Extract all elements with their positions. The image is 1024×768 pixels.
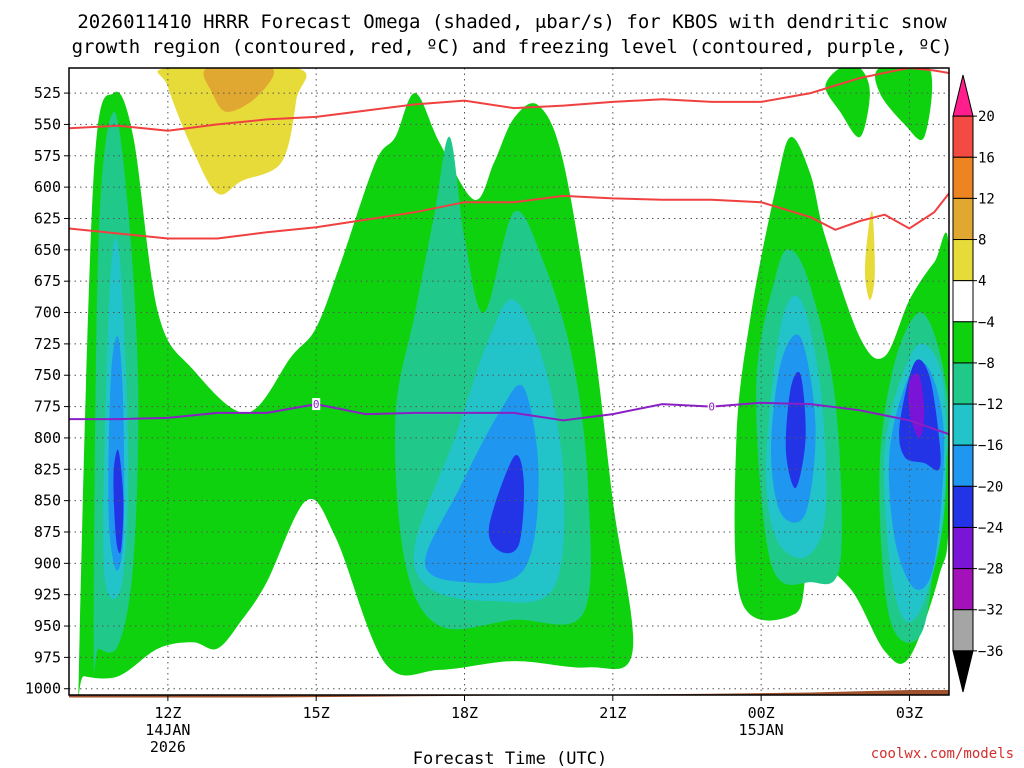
omega-region-p4-22 bbox=[864, 211, 875, 300]
y-tick-label-775: 775 bbox=[34, 398, 61, 416]
colorbar-segment-9 bbox=[952, 444, 974, 487]
colorbar-label-7: −12 bbox=[978, 397, 1003, 413]
omega-region-m4-3 bbox=[875, 68, 933, 141]
y-tick-label-525: 525 bbox=[34, 84, 61, 102]
grid-lines bbox=[69, 68, 949, 695]
colorbar-segment-2 bbox=[952, 156, 974, 199]
x-axis-label: Forecast Time (UTC) bbox=[413, 749, 607, 768]
colorbar: 20 16 12 8 4 −4 −8 −12 −16 −20 −24 −28 −32 −36 bbox=[952, 74, 1003, 693]
y-tick-label-675: 675 bbox=[34, 272, 61, 290]
x-tick-date-12Z: 14JAN bbox=[145, 721, 190, 739]
colorbar-segment-11 bbox=[952, 526, 974, 570]
y-tick-label-700: 700 bbox=[34, 304, 61, 322]
y-tick-label-825: 825 bbox=[34, 460, 61, 478]
x-tick-year-12Z: 2026 bbox=[150, 738, 186, 756]
x-tick-date-00Z: 15JAN bbox=[739, 721, 784, 739]
x-tick-label-12Z: 12Z bbox=[154, 704, 181, 722]
colorbar-segment-3 bbox=[952, 197, 974, 241]
colorbar-segment-13 bbox=[952, 609, 974, 652]
y-tick-label-650: 650 bbox=[34, 241, 61, 259]
contour-line-2 bbox=[69, 68, 949, 132]
colorbar-label-12: −32 bbox=[978, 603, 1003, 619]
colorbar-label-11: −28 bbox=[978, 562, 1003, 578]
colorbar-label-5: −4 bbox=[978, 315, 995, 331]
y-tick-label-1000: 1000 bbox=[25, 680, 61, 698]
y-tick-label-975: 975 bbox=[34, 648, 61, 666]
colorbar-label-9: −20 bbox=[978, 479, 1003, 495]
y-tick-label-750: 750 bbox=[34, 366, 61, 384]
y-tick-label-625: 625 bbox=[34, 209, 61, 227]
colorbar-label-13: −36 bbox=[978, 644, 1003, 660]
colorbar-top-arrow bbox=[952, 74, 974, 117]
colorbar-label-10: −24 bbox=[978, 520, 1003, 536]
colorbar-segment-10 bbox=[952, 485, 974, 528]
omega-region-m20-17 bbox=[488, 455, 525, 554]
y-tick-label-925: 925 bbox=[34, 586, 61, 604]
colorbar-segment-7 bbox=[952, 362, 974, 405]
y-tick-label-875: 875 bbox=[34, 523, 61, 541]
y-tick-label-725: 725 bbox=[34, 335, 61, 353]
x-tick-label-18Z: 18Z bbox=[451, 704, 478, 722]
contour-line-1 bbox=[69, 192, 949, 240]
y-tick-label-800: 800 bbox=[34, 429, 61, 447]
colorbar-label-2: 12 bbox=[978, 191, 995, 207]
y-axis-pressure: 525 550 575 600 625 650 675 700 725 750 775 800 825 8… bbox=[25, 84, 69, 698]
y-tick-label-550: 550 bbox=[34, 115, 61, 133]
freezing-label-bg-1 bbox=[707, 400, 716, 413]
colorbar-label-8: −16 bbox=[978, 438, 1003, 454]
chart-title-line-1: 2026011410 HRRR Forecast Omega (shaded, … bbox=[77, 11, 947, 33]
y-tick-label-600: 600 bbox=[34, 178, 61, 196]
x-tick-label-00Z: 00Z bbox=[748, 704, 775, 722]
y-tick-label-850: 850 bbox=[34, 492, 61, 510]
plot-frame bbox=[68, 67, 950, 696]
chart-title-line-2: growth region (contoured, red, ºC) and f… bbox=[72, 36, 953, 58]
x-tick-label-03Z: 03Z bbox=[896, 704, 923, 722]
y-tick-label-900: 900 bbox=[34, 554, 61, 572]
colorbar-segment-1 bbox=[952, 115, 974, 158]
freezing-label-0: 0 bbox=[313, 398, 320, 411]
x-tick-label-21Z: 21Z bbox=[599, 704, 626, 722]
x-tick-label-15Z: 15Z bbox=[303, 704, 330, 722]
colorbar-segment-6 bbox=[952, 321, 974, 364]
colorbar-label-3: 8 bbox=[978, 233, 986, 249]
omega-region-p8-23 bbox=[203, 68, 274, 112]
colorbar-bottom-arrow bbox=[952, 650, 974, 693]
colorbar-segment-4 bbox=[952, 239, 974, 282]
credit-link[interactable]: coolwx.com/models bbox=[871, 746, 1014, 762]
colorbar-label-6: −8 bbox=[978, 356, 995, 372]
omega-region-p4-21 bbox=[157, 68, 307, 195]
contour-line-0 bbox=[69, 401, 949, 436]
colorbar-segment-8 bbox=[952, 403, 974, 446]
colorbar-label-4: 4 bbox=[978, 274, 986, 290]
omega-region-m20-16 bbox=[113, 449, 124, 554]
colorbar-label-1: 16 bbox=[978, 150, 995, 166]
omega-region-m20-18 bbox=[785, 371, 806, 489]
colorbar-label-0: 20 bbox=[978, 109, 995, 125]
y-tick-label-575: 575 bbox=[34, 147, 61, 165]
freezing-label-bg-0 bbox=[312, 398, 321, 411]
colorbar-segment-5 bbox=[952, 280, 974, 323]
freezing-label-1: 0 bbox=[708, 401, 715, 414]
y-tick-label-950: 950 bbox=[34, 617, 61, 635]
colorbar-segment-12 bbox=[952, 568, 974, 611]
